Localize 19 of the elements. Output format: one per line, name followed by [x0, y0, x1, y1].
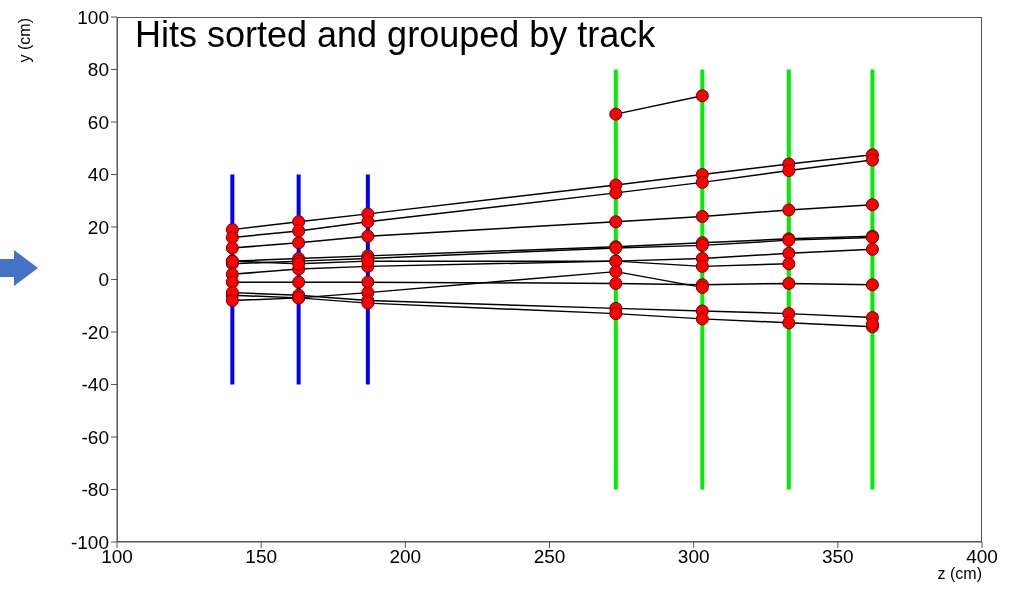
y-tick-label: -80 [81, 479, 109, 501]
y-tick-label: -40 [81, 374, 109, 396]
x-axis-title: z (cm) [937, 565, 982, 583]
y-tick-label: 40 [87, 164, 109, 186]
x-tick-label: 200 [389, 546, 422, 568]
y-tick-label: 0 [98, 269, 109, 291]
x-tick-label: 150 [245, 546, 278, 568]
y-tick-label: 80 [87, 59, 109, 81]
y-axis-title: y (cm) [16, 18, 34, 63]
y-tick-label: 100 [77, 6, 109, 28]
y-tick-label: 60 [87, 111, 109, 133]
x-tick-label: 300 [677, 546, 710, 568]
x-tick-label: 250 [533, 546, 566, 568]
y-tick-label: -20 [81, 321, 109, 343]
x-tick-label: 350 [821, 546, 854, 568]
y-tick-label: -60 [81, 426, 109, 448]
y-tick-label: 20 [87, 216, 109, 238]
x-tick-label: 400 [966, 546, 998, 568]
chart-title: Hits sorted and grouped by track [135, 14, 656, 56]
